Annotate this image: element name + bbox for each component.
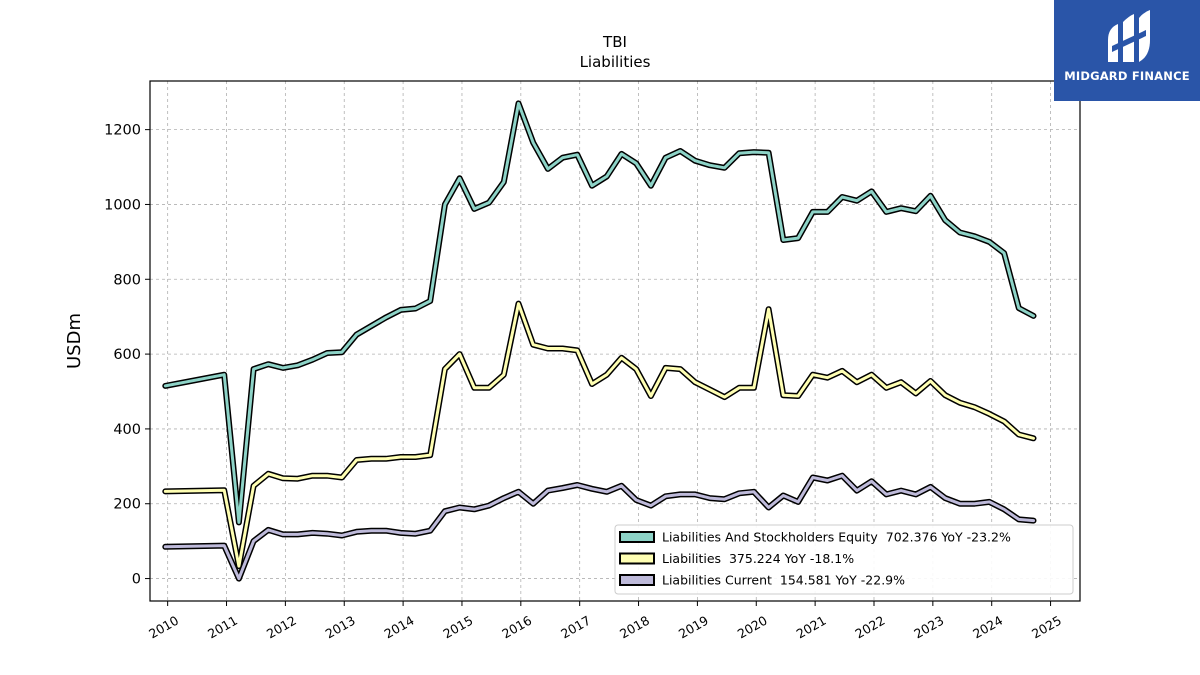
legend-swatch-1 bbox=[619, 552, 655, 565]
legend: Liabilities And Stockholders Equity 702.… bbox=[614, 524, 1074, 595]
series-line-1 bbox=[163, 302, 1035, 568]
y-tick-label: 200 bbox=[113, 497, 141, 513]
midgard-logo-icon bbox=[1108, 10, 1150, 62]
series-lines bbox=[162, 100, 1037, 582]
legend-entry-1: Liabilities 375.224 YoY -18.1% bbox=[662, 551, 854, 566]
y-tick-label: 800 bbox=[113, 272, 141, 288]
legend-swatch-2 bbox=[619, 574, 655, 586]
brand-name: MIDGARD FINANCE bbox=[1064, 69, 1190, 83]
y-tick-label: 0 bbox=[132, 572, 141, 588]
grid-lines bbox=[150, 81, 1080, 601]
x-tick-label: 2012 bbox=[264, 613, 299, 642]
legend-frame bbox=[614, 524, 1074, 595]
y-tick-label: 600 bbox=[113, 347, 141, 363]
x-tick-label: 2025 bbox=[1029, 613, 1064, 642]
legend-swatch-0 bbox=[619, 531, 655, 543]
x-tick-label: 2023 bbox=[911, 613, 946, 642]
y-tick-label: 400 bbox=[113, 422, 141, 438]
x-tick-label: 2024 bbox=[970, 613, 1005, 642]
y-axis-label: USDm bbox=[64, 313, 85, 369]
series-line-2 bbox=[163, 474, 1035, 581]
y-tick-label: 1000 bbox=[104, 197, 141, 213]
chart-subtitle: Liabilities bbox=[580, 53, 651, 71]
brand-logo: MIDGARD FINANCE bbox=[1054, 0, 1200, 101]
x-tick-label: 2010 bbox=[146, 613, 181, 642]
x-tick-label: 2020 bbox=[735, 613, 770, 642]
x-tick-label: 2016 bbox=[499, 613, 534, 642]
x-tick-label: 2015 bbox=[440, 613, 475, 642]
x-tick-label: 2013 bbox=[323, 613, 358, 642]
legend-entry-0: Liabilities And Stockholders Equity 702.… bbox=[662, 530, 1011, 545]
x-tick-label: 2018 bbox=[617, 613, 652, 642]
x-tick-label: 2017 bbox=[558, 613, 593, 642]
x-tick-label: 2019 bbox=[676, 613, 711, 642]
plot-frame bbox=[149, 80, 1081, 602]
x-tick-label: 2011 bbox=[205, 613, 240, 642]
x-tick-label: 2021 bbox=[794, 613, 829, 642]
y-tick-label: 1200 bbox=[104, 123, 141, 139]
series-line-0 bbox=[163, 101, 1035, 524]
legend-entry-2: Liabilities Current 154.581 YoY -22.9% bbox=[662, 573, 905, 588]
x-tick-label: 2014 bbox=[382, 613, 417, 642]
chart-title: TBI bbox=[602, 33, 627, 51]
y-axis: 0 200 400 600 800 1000 1200 bbox=[104, 123, 150, 588]
x-axis: 2010 2011 2012 2013 2014 2015 2016 2017 2018 2019… bbox=[146, 601, 1064, 642]
x-tick-label: 2022 bbox=[852, 613, 887, 642]
series-outline-0 bbox=[162, 100, 1037, 526]
